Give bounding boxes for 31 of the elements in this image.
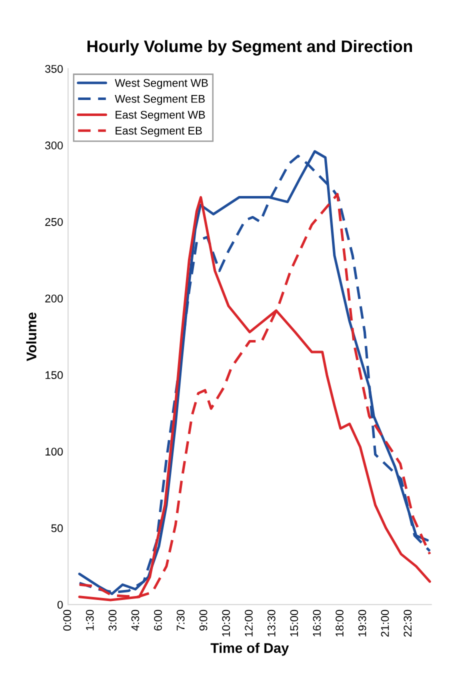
x-tick-label: 13:30 [268,610,276,636]
x-tick-label: 19:30 [358,610,366,636]
x-tick-label: 6:00 [154,610,162,630]
x-tick-label: 12:00 [244,610,253,636]
legend-label: East Segment WB [116,110,205,121]
x-tick-label: 18:00 [336,610,344,636]
x-tick-label: 7:30 [176,610,185,630]
legend-label: East Segment EB [116,126,202,137]
x-tick-label: 22:30 [404,610,412,637]
x-tick-label: 10:30 [222,610,230,636]
y-tick-label: 250 [45,218,63,226]
y-tick-label: 50 [51,524,63,532]
y-tick-label: 300 [45,142,63,150]
x-tick-label: 16:30 [312,610,321,636]
x-tick-label: 21:00 [381,610,389,637]
y-tick-label: 100 [46,448,63,456]
y-tick-label: 200 [45,294,63,302]
x-tick-label: 3:00 [108,610,116,631]
x-tick-label: 4:30 [131,610,140,631]
legend-label: West Segment WB [114,78,208,90]
x-tick-label: 0:00 [63,610,72,631]
y-axis-title: Volume [26,312,36,362]
x-tick-label: 15:00 [290,610,298,636]
legend-label: West Segment EB [114,94,205,105]
x-axis-title: Time of Day [210,642,289,656]
x-tick-label: 9:00 [199,610,208,631]
y-tick-label: 150 [46,371,63,380]
chart-title: Hourly Volume by Segment and Direction [88,40,412,56]
y-tick-label: 0 [57,600,63,609]
y-tick-label: 350 [45,64,63,73]
x-tick-label: 1:30 [86,610,94,630]
